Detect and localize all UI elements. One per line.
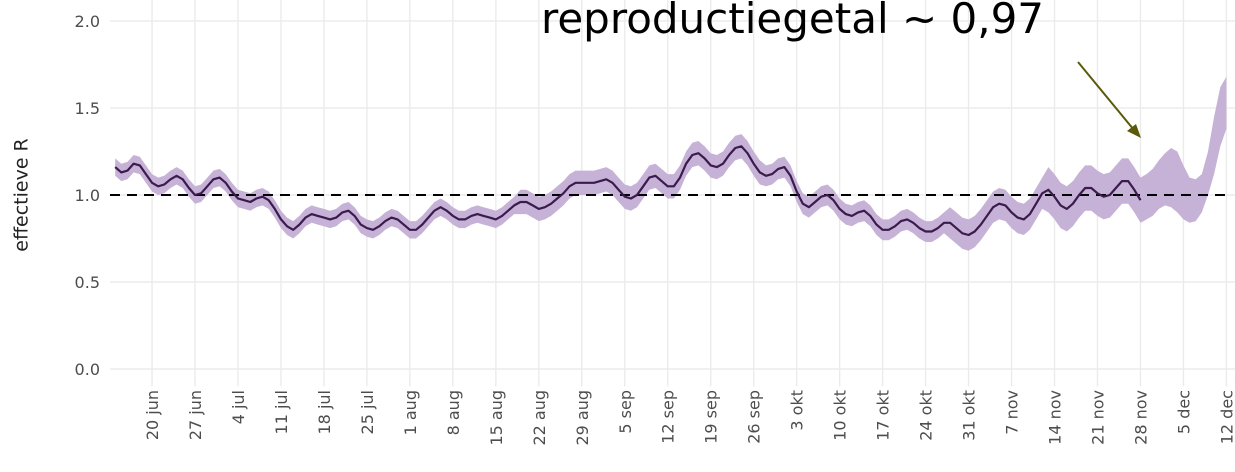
x-tick-label: 12 dec	[1217, 390, 1235, 444]
plot-area	[110, 76, 1227, 251]
x-tick-label: 8 aug	[444, 390, 463, 435]
x-tick-label: 4 jul	[229, 390, 248, 424]
x-tick-label: 5 sep	[616, 390, 635, 434]
x-tick-label: 29 aug	[573, 390, 592, 446]
x-tick-label: 7 nov	[1003, 390, 1022, 435]
y-tick-label: 1.0	[75, 186, 100, 205]
x-tick-label: 18 jul	[315, 390, 334, 434]
x-tick-label: 31 okt	[960, 390, 979, 441]
y-tick-label: 2.0	[75, 12, 100, 31]
x-tick-label: 1 aug	[401, 390, 420, 435]
y-tick-label: 1.5	[75, 99, 100, 118]
x-tick-label: 27 jun	[186, 390, 205, 440]
arrow-head	[1127, 124, 1141, 138]
y-tick-label: 0.5	[75, 273, 100, 292]
x-tick-label: 15 aug	[487, 390, 506, 446]
annotation-arrow	[1077, 61, 1135, 131]
confidence-band	[115, 76, 1227, 251]
x-tick-label: 3 okt	[788, 390, 807, 431]
x-tick-label: 26 sep	[745, 390, 764, 444]
x-tick-label: 17 okt	[874, 390, 893, 441]
y-tick-label: 0.0	[75, 360, 100, 379]
x-tick-label: 22 aug	[530, 390, 549, 446]
x-tick-label: 14 nov	[1046, 390, 1065, 445]
x-tick-label: 24 okt	[917, 390, 936, 441]
x-tick-label: 11 jul	[272, 390, 291, 434]
x-tick-label: 5 dec	[1174, 390, 1193, 434]
y-axis-label: effectieve R	[11, 138, 33, 252]
x-tick-label: 19 sep	[702, 390, 721, 444]
x-tick-label: 10 okt	[831, 390, 850, 441]
annotation: reproductiegetal ~ 0,97	[541, 0, 1044, 43]
r-line	[114, 145, 1142, 237]
x-tick-label: 12 sep	[659, 390, 678, 444]
x-tick-label: 20 jun	[143, 390, 162, 440]
x-tick-label: 21 nov	[1088, 390, 1107, 445]
x-tick-label: 25 jul	[358, 390, 377, 434]
x-tick-label: 28 nov	[1131, 390, 1150, 445]
